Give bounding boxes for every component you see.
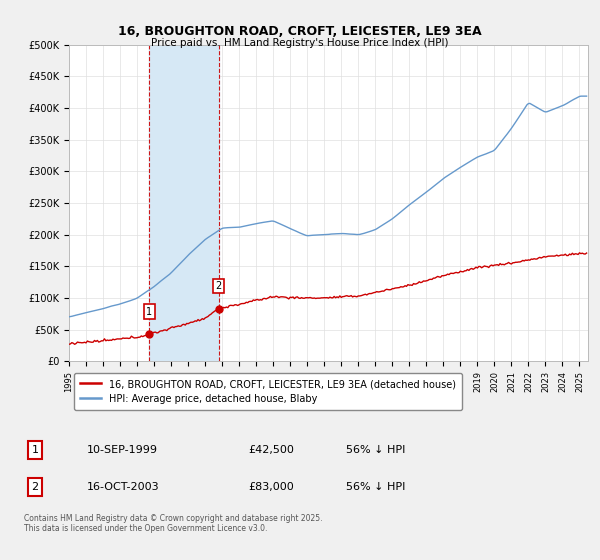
Bar	[149, 45, 218, 361]
Text: 56% ↓ HPI: 56% ↓ HPI	[346, 445, 406, 455]
Text: 2: 2	[31, 482, 38, 492]
Text: 16-OCT-2003: 16-OCT-2003	[87, 482, 160, 492]
Text: £83,000: £83,000	[248, 482, 294, 492]
Text: 2: 2	[215, 281, 221, 291]
Text: £42,500: £42,500	[248, 445, 294, 455]
Text: 1: 1	[32, 445, 38, 455]
Text: Contains HM Land Registry data © Crown copyright and database right 2025.
This d: Contains HM Land Registry data © Crown c…	[23, 514, 322, 533]
Text: 56% ↓ HPI: 56% ↓ HPI	[346, 482, 406, 492]
Text: 16, BROUGHTON ROAD, CROFT, LEICESTER, LE9 3EA: 16, BROUGHTON ROAD, CROFT, LEICESTER, LE…	[118, 25, 482, 38]
Legend: 16, BROUGHTON ROAD, CROFT, LEICESTER, LE9 3EA (detached house), HPI: Average pri: 16, BROUGHTON ROAD, CROFT, LEICESTER, LE…	[74, 373, 461, 410]
Text: Price paid vs. HM Land Registry's House Price Index (HPI): Price paid vs. HM Land Registry's House …	[151, 38, 449, 48]
Text: 10-SEP-1999: 10-SEP-1999	[87, 445, 158, 455]
Text: 1: 1	[146, 306, 152, 316]
